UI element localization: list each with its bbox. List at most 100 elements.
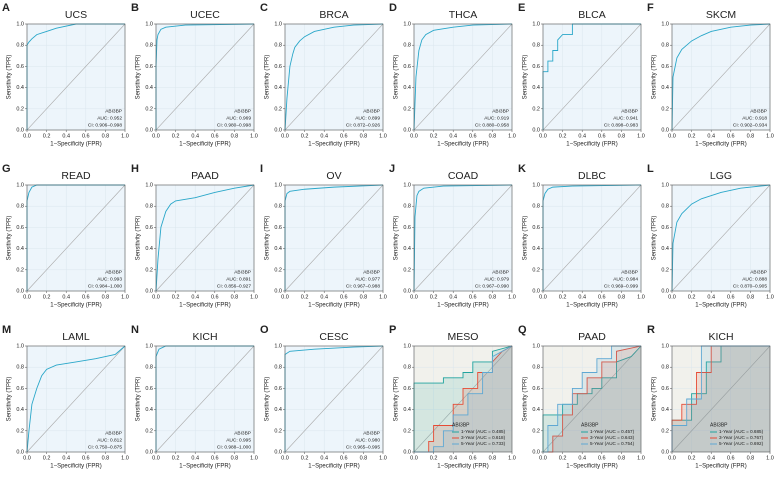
panel: 0.0 0.2 0.4 0.6 0.8 1.0 0.0 0.2 0.4 0.6 0.8 1.0 P MES… bbox=[389, 324, 516, 470]
panel-letter: K bbox=[518, 163, 526, 175]
y-axis-label: Sensitivity (TPR) bbox=[7, 55, 13, 100]
panel: 0.0 0.2 0.4 0.6 0.8 1.0 0.0 0.2 0.4 0.6 0.8 1.0 F SKC… bbox=[647, 2, 774, 148]
y-axis-label: Sensitivity (TPR) bbox=[136, 55, 142, 100]
x-tick-label: 1.0 bbox=[121, 133, 129, 139]
x-tick-label: 0.0 bbox=[23, 133, 31, 139]
x-tick-label: 1.0 bbox=[508, 455, 516, 461]
x-axis-label: 1−Specificity (FPR) bbox=[308, 464, 360, 470]
x-tick-label: 0.6 bbox=[340, 455, 348, 461]
x-tick-label: 0.4 bbox=[707, 455, 715, 461]
y-tick-label: 0.0 bbox=[16, 288, 24, 294]
annotation: ABI3BP bbox=[105, 430, 122, 436]
x-tick-label: 1.0 bbox=[250, 294, 258, 300]
y-tick-label: 0.0 bbox=[274, 127, 282, 133]
x-tick-label: 1.0 bbox=[508, 294, 516, 300]
annotation: AUC: 0.984 bbox=[613, 276, 638, 282]
chart-title: MESO bbox=[448, 331, 479, 343]
panel-letter: D bbox=[389, 2, 397, 14]
panel-letter: R bbox=[647, 324, 655, 336]
x-axis-label: 1−Specificity (FPR) bbox=[566, 303, 618, 309]
reference-diagonal bbox=[413, 184, 513, 292]
y-tick-label: 0.6 bbox=[532, 386, 540, 392]
y-tick-label: 0.4 bbox=[661, 246, 669, 252]
y-tick-label: 0.4 bbox=[274, 407, 282, 413]
x-tick-label: 0.6 bbox=[469, 455, 477, 461]
annotation: AUC: 0.969 bbox=[226, 115, 251, 121]
x-tick-label: 0.0 bbox=[152, 455, 160, 461]
y-tick-label: 0.6 bbox=[16, 225, 24, 231]
plot-border bbox=[542, 23, 642, 131]
annotation: ABI3BP bbox=[492, 108, 509, 114]
panel: 0.0 0.2 0.4 0.6 0.8 1.0 0.0 0.2 0.4 0.6 0.8 1.0 K DLB… bbox=[518, 163, 645, 309]
legend-entry: 3-Year (AUC = 0.767) bbox=[719, 435, 764, 440]
x-tick-label: 0.2 bbox=[688, 133, 696, 139]
roc-curve bbox=[671, 184, 771, 292]
plot-border bbox=[26, 345, 126, 453]
y-tick-label: 0.8 bbox=[274, 204, 282, 210]
y-tick-label: 0.2 bbox=[532, 267, 540, 273]
panel-letter: F bbox=[647, 2, 654, 14]
x-tick-label: 0.2 bbox=[172, 294, 180, 300]
y-tick-label: 0.0 bbox=[16, 127, 24, 133]
y-tick-label: 0.2 bbox=[16, 428, 24, 434]
y-tick-label: 1.0 bbox=[16, 21, 24, 27]
chart-title: OV bbox=[326, 170, 341, 182]
annotation: CI: 0.906–0.998 bbox=[88, 122, 122, 128]
reference-diagonal bbox=[671, 345, 771, 453]
roc-curve bbox=[542, 23, 641, 130]
x-tick-label: 0.2 bbox=[43, 455, 51, 461]
roc-curve bbox=[284, 23, 384, 131]
y-axis-label: Sensitivity (TPR) bbox=[523, 377, 529, 422]
annotation: AUC: 0.941 bbox=[613, 115, 638, 121]
y-tick-label: 0.0 bbox=[661, 449, 669, 455]
panel-letter: G bbox=[2, 163, 11, 175]
x-tick-label: 0.2 bbox=[43, 294, 51, 300]
chart-title: UCEC bbox=[190, 9, 220, 21]
y-tick-label: 0.2 bbox=[145, 106, 153, 112]
x-tick-label: 0.6 bbox=[727, 133, 735, 139]
annotation: AUC: 0.979 bbox=[484, 276, 509, 282]
x-axis-label: 1−Specificity (FPR) bbox=[50, 303, 102, 309]
chart-title: BRCA bbox=[319, 9, 348, 21]
legend-entry: 5-Year (AUC = 0.692) bbox=[719, 441, 764, 446]
roc-area bbox=[543, 346, 641, 452]
y-tick-label: 1.0 bbox=[274, 21, 282, 27]
y-tick-label: 0.6 bbox=[145, 225, 153, 231]
y-tick-label: 0.4 bbox=[661, 85, 669, 91]
x-tick-label: 0.0 bbox=[152, 133, 160, 139]
y-axis-label: Sensitivity (TPR) bbox=[265, 377, 271, 422]
x-tick-label: 0.0 bbox=[539, 133, 547, 139]
annotation: ABI3BP bbox=[492, 269, 509, 275]
panel-letter: B bbox=[131, 2, 139, 14]
roc-area bbox=[672, 346, 770, 452]
x-tick-label: 0.8 bbox=[102, 455, 110, 461]
x-tick-label: 0.0 bbox=[23, 455, 31, 461]
x-axis-label: 1−Specificity (FPR) bbox=[308, 142, 360, 148]
panel: 0.0 0.2 0.4 0.6 0.8 1.0 0.0 0.2 0.4 0.6 0.8 1.0 J COA… bbox=[389, 163, 516, 309]
x-tick-label: 1.0 bbox=[379, 133, 387, 139]
x-tick-label: 0.0 bbox=[668, 294, 676, 300]
y-tick-label: 0.4 bbox=[16, 246, 24, 252]
x-axis-label: 1−Specificity (FPR) bbox=[695, 142, 747, 148]
annotation: ABI3BP bbox=[750, 108, 767, 114]
y-axis-label: Sensitivity (TPR) bbox=[265, 216, 271, 261]
panel: 0.0 0.2 0.4 0.6 0.8 1.0 0.0 0.2 0.4 0.6 0.8 1.0 O CES… bbox=[260, 324, 387, 470]
annotation: ABI3BP bbox=[363, 430, 380, 436]
panel: 0.0 0.2 0.4 0.6 0.8 1.0 0.0 0.2 0.4 0.6 0.8 1.0 Q PAA… bbox=[518, 324, 645, 470]
annotation: CI: 0.988–1.000 bbox=[217, 444, 251, 450]
y-tick-label: 0.2 bbox=[16, 106, 24, 112]
panel-letter: J bbox=[389, 163, 395, 175]
x-tick-label: 0.8 bbox=[231, 455, 239, 461]
panel: 0.0 0.2 0.4 0.6 0.8 1.0 0.0 0.2 0.4 0.6 0.8 1.0 G REA… bbox=[2, 163, 129, 309]
plot-border bbox=[155, 345, 255, 453]
y-tick-label: 1.0 bbox=[403, 343, 411, 349]
reference-diagonal bbox=[671, 184, 771, 292]
annotation: AUC: 0.980 bbox=[355, 437, 380, 443]
y-tick-label: 0.0 bbox=[145, 449, 153, 455]
x-tick-label: 0.4 bbox=[449, 455, 457, 461]
x-axis-label: 1−Specificity (FPR) bbox=[566, 464, 618, 470]
y-axis-label: Sensitivity (TPR) bbox=[652, 216, 658, 261]
y-tick-label: 0.8 bbox=[145, 365, 153, 371]
x-tick-label: 0.6 bbox=[598, 133, 606, 139]
chart-title: PAAD bbox=[191, 170, 219, 182]
